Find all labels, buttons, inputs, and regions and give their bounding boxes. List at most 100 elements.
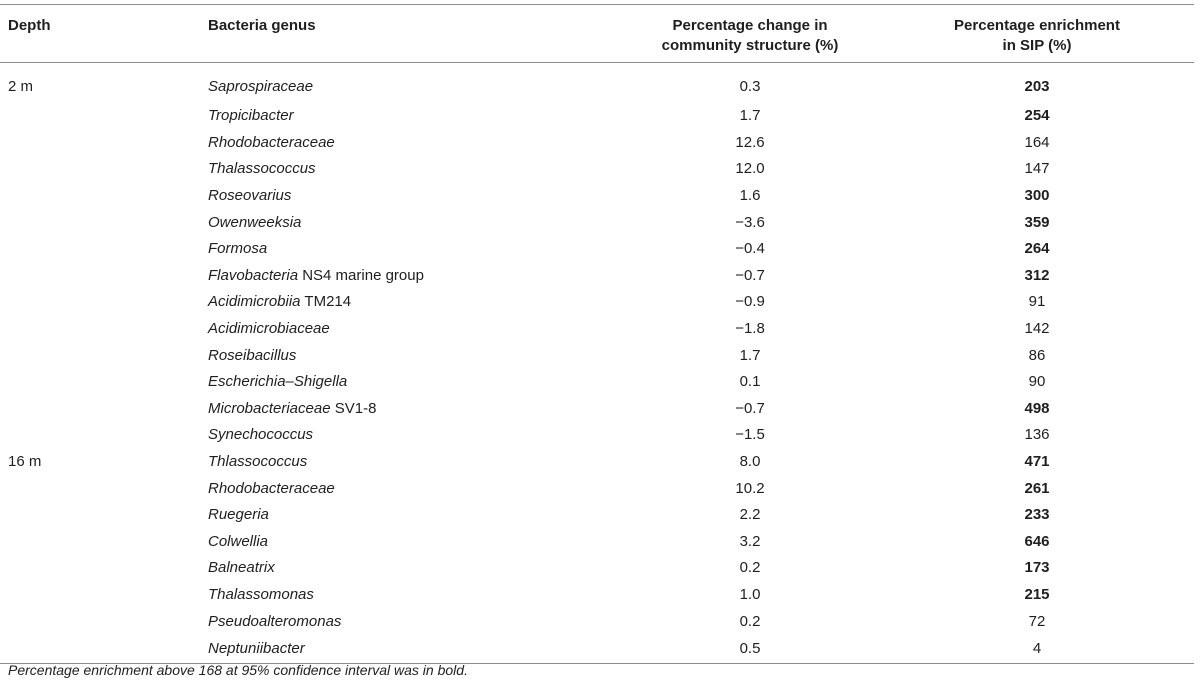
cell-percentage-enrichment: 86 [1028, 346, 1046, 364]
header-change-line1: Percentage change in [672, 17, 828, 34]
cell-depth [0, 316, 200, 343]
cell-percentage-change: 2.2 [739, 506, 761, 524]
genus-name: Acidimicrobiia [208, 293, 301, 311]
table-row: Escherichia–Shigella 0.1 90 [0, 369, 1194, 396]
cell-percentage-change: −0.7 [735, 266, 765, 284]
cell-percentage-enrichment: 646 [1024, 532, 1050, 550]
cell-percentage-change: 0.2 [739, 559, 761, 577]
genus-name: Ruegeria [208, 506, 269, 524]
cell-genus: Neptuniibacter [200, 635, 620, 664]
cell-percentage-change: 1.6 [739, 187, 761, 205]
table-row: Owenweeksia −3.6 359 [0, 209, 1194, 236]
table-row: Neptuniibacter 0.5 4 [0, 635, 1194, 664]
cell-percentage-change: −0.9 [735, 293, 765, 311]
cell-percentage-change: 12.6 [735, 133, 765, 151]
cell-percentage-enrichment: 91 [1028, 293, 1046, 311]
cell-genus: Pseudoalteromonas [200, 608, 620, 635]
table-header: Depth Bacteria genus Percentage change i… [0, 4, 1194, 63]
cell-genus: Acidimicrobiia TM214 [200, 289, 620, 316]
cell-depth [0, 289, 200, 316]
genus-name: Pseudoalteromonas [208, 612, 342, 630]
cell-percentage-enrichment: 312 [1024, 266, 1050, 284]
table-row: Rhodobacteraceae 10.2 261 [0, 475, 1194, 502]
cell-percentage-change: −0.4 [735, 240, 765, 258]
table-row: Pseudoalteromonas 0.2 72 [0, 608, 1194, 635]
cell-genus: Colwellia [200, 529, 620, 556]
cell-depth [0, 369, 200, 396]
header-change-line2: community structure (%) [661, 37, 839, 54]
header-enrichment-line2: in SIP (%) [1002, 37, 1072, 54]
header-depth: Depth [8, 17, 51, 34]
cell-genus: Roseibacillus [200, 342, 620, 369]
cell-depth: 2 m [8, 78, 34, 95]
table-row: Microbacteriaceae SV1-8 −0.7 498 [0, 396, 1194, 423]
table-row: 16 m Thlassococcus 8.0 471 [0, 449, 1194, 476]
cell-depth [0, 209, 200, 236]
genus-name: Roseovarius [208, 187, 292, 205]
cell-genus: Escherichia–Shigella [200, 369, 620, 396]
cell-depth [0, 342, 200, 369]
cell-depth [0, 236, 200, 263]
genus-name: Owenweeksia [208, 213, 302, 231]
genus-suffix: NS4 marine group [298, 266, 424, 284]
cell-genus: Thlassococcus [200, 449, 620, 476]
genus-name: Rhodobacteraceae [208, 479, 335, 497]
table-footnote: Percentage enrichment above 168 at 95% c… [8, 662, 468, 678]
cell-depth [0, 422, 200, 449]
cell-depth [0, 130, 200, 157]
header-genus: Bacteria genus [208, 17, 316, 34]
cell-percentage-enrichment: 164 [1024, 133, 1050, 151]
table-row: Acidimicrobiia TM214 −0.9 91 [0, 289, 1194, 316]
genus-name: Roseibacillus [208, 346, 297, 364]
table-row: Thalassomonas 1.0 215 [0, 582, 1194, 609]
cell-percentage-enrichment: 136 [1024, 426, 1050, 444]
genus-name: Thlassococcus [208, 453, 308, 471]
cell-percentage-change: 3.2 [739, 532, 761, 550]
cell-percentage-enrichment: 233 [1024, 506, 1050, 524]
genus-name: Flavobacteria [208, 266, 299, 284]
cell-genus: Saprospiraceae [200, 63, 620, 104]
cell-genus: Tropicibacter [200, 103, 620, 130]
cell-genus: Acidimicrobiaceae [200, 316, 620, 343]
table-row: Colwellia 3.2 646 [0, 529, 1194, 556]
genus-name: Microbacteriaceae [208, 399, 331, 417]
cell-percentage-change: −3.6 [735, 213, 765, 231]
cell-depth [0, 502, 200, 529]
cell-percentage-change: −1.8 [735, 320, 765, 338]
cell-percentage-enrichment: 90 [1028, 373, 1046, 391]
table-row: Rhodobacteraceae 12.6 164 [0, 130, 1194, 157]
cell-depth [0, 608, 200, 635]
table-row: Formosa −0.4 264 [0, 236, 1194, 263]
cell-genus: Roseovarius [200, 183, 620, 210]
genus-name: Tropicibacter [208, 107, 294, 125]
cell-genus: Thalassomonas [200, 582, 620, 609]
cell-genus: Rhodobacteraceae [200, 475, 620, 502]
cell-percentage-enrichment: 264 [1024, 240, 1050, 258]
table-row: Roseibacillus 1.7 86 [0, 342, 1194, 369]
genus-suffix: SV1-8 [330, 399, 377, 417]
cell-depth: 16 m [8, 453, 42, 471]
header-enrichment-line1: Percentage enrichment [954, 17, 1120, 34]
header-enrichment: Percentage enrichment in SIP (%) [880, 5, 1194, 63]
cell-percentage-change: 10.2 [735, 479, 765, 497]
table-row: Balneatrix 0.2 173 [0, 555, 1194, 582]
cell-genus: Flavobacteria NS4 marine group [200, 263, 620, 290]
table-row: Tropicibacter 1.7 254 [0, 103, 1194, 130]
genus-suffix: TM214 [300, 293, 352, 311]
cell-percentage-enrichment: 215 [1024, 585, 1050, 603]
table-row: Ruegeria 2.2 233 [0, 502, 1194, 529]
cell-genus: Formosa [200, 236, 620, 263]
cell-depth [0, 156, 200, 183]
cell-percentage-change: −1.5 [735, 426, 765, 444]
header-row: Depth Bacteria genus Percentage change i… [0, 4, 1194, 63]
cell-depth [0, 475, 200, 502]
table-row: 2 m Saprospiraceae 0.3 203 [0, 63, 1194, 104]
genus-name: Formosa [208, 240, 268, 258]
cell-percentage-enrichment: 4 [1032, 639, 1042, 657]
cell-percentage-enrichment: 72 [1028, 612, 1046, 630]
genus-name: Saprospiraceae [208, 78, 314, 95]
cell-depth [0, 183, 200, 210]
cell-percentage-enrichment: 359 [1024, 213, 1050, 231]
cell-percentage-enrichment: 142 [1024, 320, 1050, 338]
cell-percentage-change: 0.2 [739, 612, 761, 630]
